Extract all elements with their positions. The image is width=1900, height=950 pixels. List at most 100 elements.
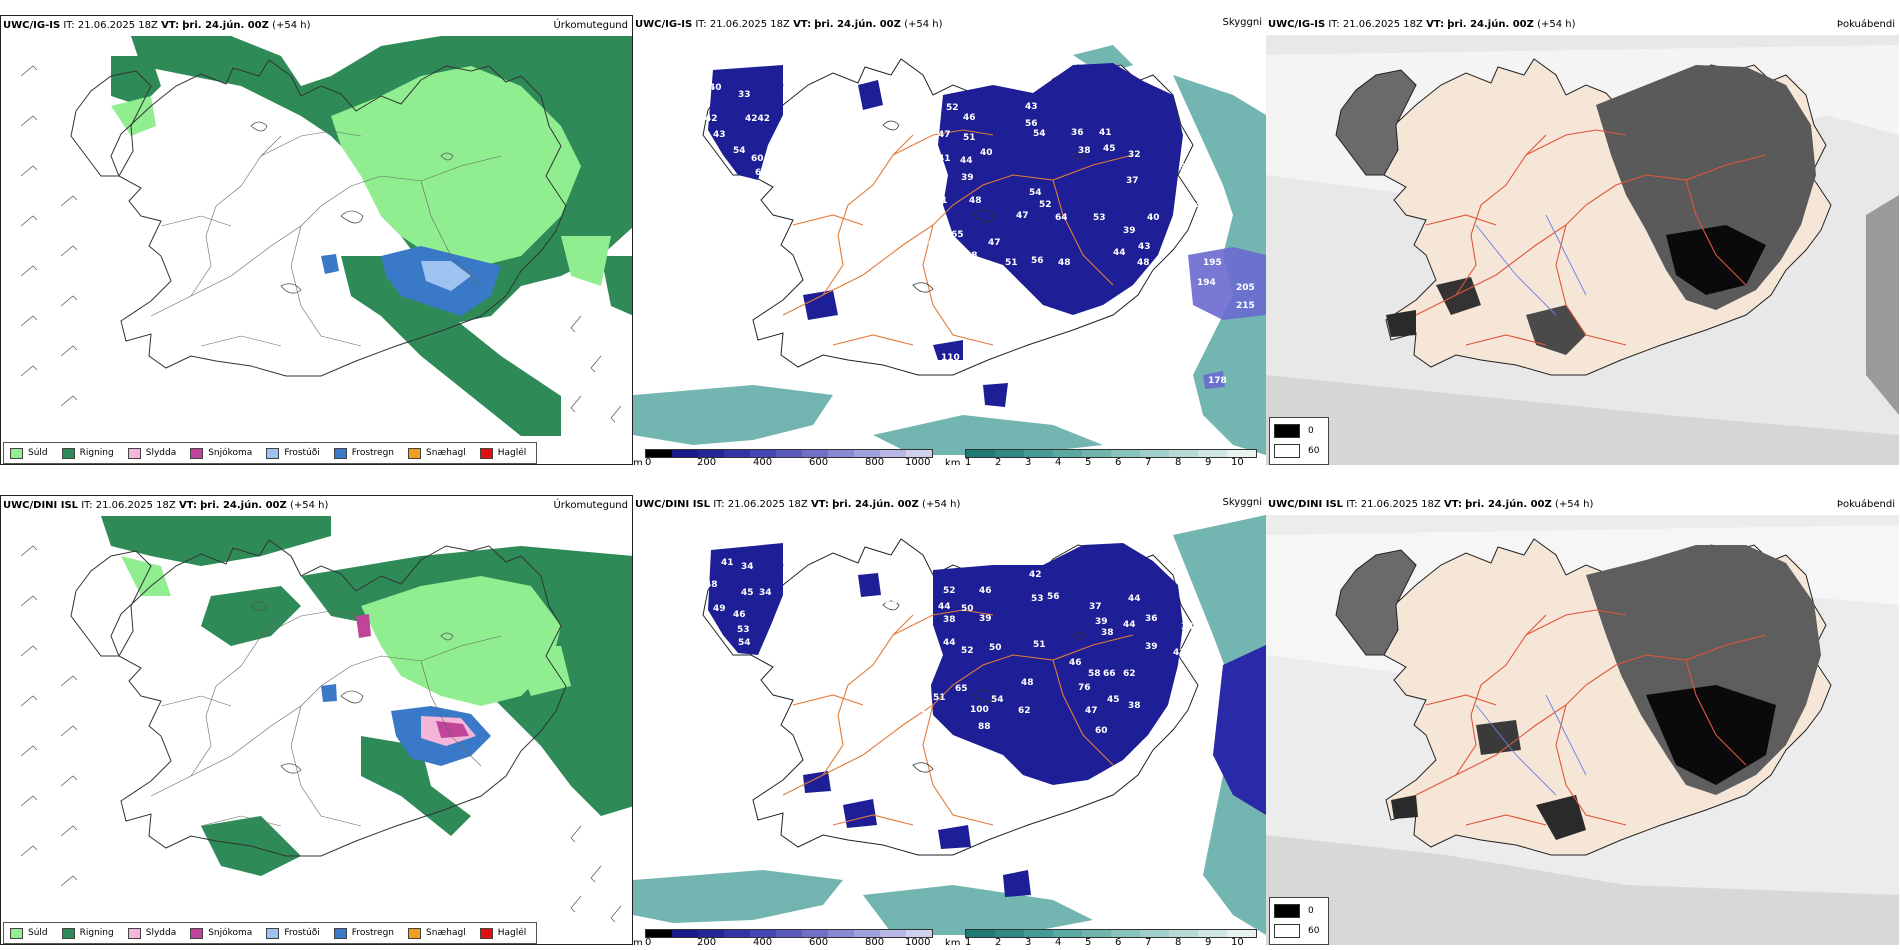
cloud-base-label: 47 [988,238,1001,248]
cloud-base-label: 45 [741,588,754,598]
precip-rain-areas [111,36,632,436]
cloud-base-label: 65 [951,230,964,240]
cloud-base-label: 44 [960,156,973,166]
cloud-base-label: 52 [935,384,948,394]
cloud-base-label: 43 [1195,201,1208,211]
fog-indicator-panel-row2: UWC/DINI ISL IT: 21.06.2025 18Z VT: þri.… [1266,495,1899,945]
cloud-base-label: 03 [885,600,898,610]
elevation-tick: 0 [645,457,652,465]
cloud-base-label: 73 [978,268,991,278]
cloud-base-label: 44 [1123,620,1136,630]
visibility-tick: 4 [1055,457,1062,465]
cloud-base-label: 52 [1039,200,1052,210]
visibility-colorbar: km 1 2 3 4 5 6 7 8 9 10 [943,929,1266,945]
visibility-tick: 8 [1175,937,1182,945]
cloud-base-label: 32 [1128,150,1141,160]
cloud-base-label: 130 [903,838,922,848]
cloud-base-label: 33 [1181,622,1194,632]
legend-item: Slydda [127,447,176,459]
cloud-base-label: 54 [738,638,751,648]
cloud-base-label: 53 [1093,213,1106,223]
elevation-unit: m [633,458,643,465]
cloud-base-label: 30 [1193,180,1206,190]
cloud-base-label: 47 [938,130,951,140]
legend-item: Frostúði [266,447,320,459]
cloud-base-label: 76 [1078,683,1091,693]
panel-title: UWC/IG-IS IT: 21.06.2025 18Z VT: þri. 24… [635,19,943,30]
elevation-tick: 200 [697,457,717,465]
cloud-base-label: 52 [946,103,959,113]
cloud-base-label: 52 [755,183,768,193]
visibility-tick: 6 [1115,937,1122,945]
cloud-base-label: 38 [1128,701,1141,711]
cloud-base-label: 38 [1101,628,1114,638]
precip-map[interactable] [1,496,633,945]
panel-variable-label: Skyggni [1222,17,1262,28]
fog-legend: 0 60 [1269,417,1329,465]
cloud-base-label: 56 [1047,592,1060,602]
cloud-base-label: 46 [979,586,992,596]
cloud-base-label: 48 [1058,258,1071,268]
cloud-base-label: 205 [1236,283,1255,293]
elevation-tick: 800 [865,937,885,945]
precip-drizzle-areas [111,66,611,286]
visibility-tick: 2 [995,457,1002,465]
visibility-tick: 9 [1205,937,1212,945]
cloud-base-label: 44 [1128,594,1141,604]
cloud-base-label: 40 [1147,213,1160,223]
panel-title: UWC/DINI ISL IT: 21.06.2025 18Z VT: þri.… [635,499,961,510]
cloud-base-label: 88 [978,722,991,732]
visibility-map[interactable]: 58 40 33 65 42 4242 43 54 60 62 52 30 52… [633,15,1266,465]
cloud-base-label: 101 [819,745,838,755]
cloud-base-label: 62 [1018,706,1031,716]
fog-indicator-panel-row1: UWC/IG-IS IT: 21.06.2025 18Z VT: þri. 24… [1266,15,1899,465]
rivers [1475,694,1587,796]
cloud-base-label: 53 [1031,594,1044,604]
legend-item: Rigning [61,447,114,459]
elevation-colorbar: m 0 200 400 600 800 1000 [633,449,943,465]
wind-barbs [20,545,622,923]
cloud-base-label: 178 [1208,376,1227,386]
elevation-colorbar-strip [645,929,933,938]
offshore-cloud-area [1213,645,1266,815]
cloud-base-label: 58 [1088,669,1101,679]
cloud-base-label: 43 [713,130,726,140]
cloud-base-label: 94 [851,728,864,738]
panel-variable-label: Úrkomutegund [553,500,628,511]
cloud-base-label: 60 [1095,726,1108,736]
cloud-base-label: 43 [1138,242,1151,252]
cloud-base-label: 53 [719,538,732,548]
cloud-base-label: 62 [755,168,768,178]
cloud-base-labels: 53 41 34 60 48 45 34 49 46 53 54 60 03 5… [678,538,1206,882]
fog-map[interactable] [1266,15,1899,465]
cloud-base-label: 42 [1029,570,1042,580]
cloud-base-label: 36 [1071,128,1084,138]
elevation-colorbar-strip [645,449,933,458]
cloud-base-label: 60 [693,563,706,573]
cloud-base-label: 62 [1123,669,1136,679]
elevation-tick: 600 [809,457,829,465]
cloud-base-label: 46 [928,238,941,248]
cloud-base-label: 49 [713,604,726,614]
cloud-base-label: 50 [989,643,1002,653]
visibility-unit: km [945,938,961,945]
cloud-base-label: 33 [738,90,751,100]
cloud-base-label: 56 [1031,256,1044,266]
cloud-base-label: 52 [961,646,974,656]
cloud-base-label: 54 [913,706,926,716]
fog-map[interactable] [1266,495,1899,945]
visibility-map[interactable]: 53 41 34 60 48 45 34 49 46 53 54 60 03 5… [633,495,1266,945]
cloud-base-label: 48 [1021,678,1034,688]
visibility-tick: 5 [1085,457,1092,465]
legend-item: Snæhagl [408,447,466,459]
visibility-tick: 1 [965,457,972,465]
low-cloud-areas [708,543,1183,897]
precip-type-panel-row1: UWC/IG-IS IT: 21.06.2025 18Z VT: þri. 24… [0,15,633,465]
cloud-base-label: 39 [1095,617,1108,627]
cloud-base-label: 58 [823,336,836,346]
cloud-base-label: 38 [943,615,956,625]
cloud-base-label: 44 [943,638,956,648]
precip-map[interactable] [1,16,633,465]
cloud-base-label: 195 [1203,258,1222,268]
cloud-base-label: 48 [1137,258,1150,268]
